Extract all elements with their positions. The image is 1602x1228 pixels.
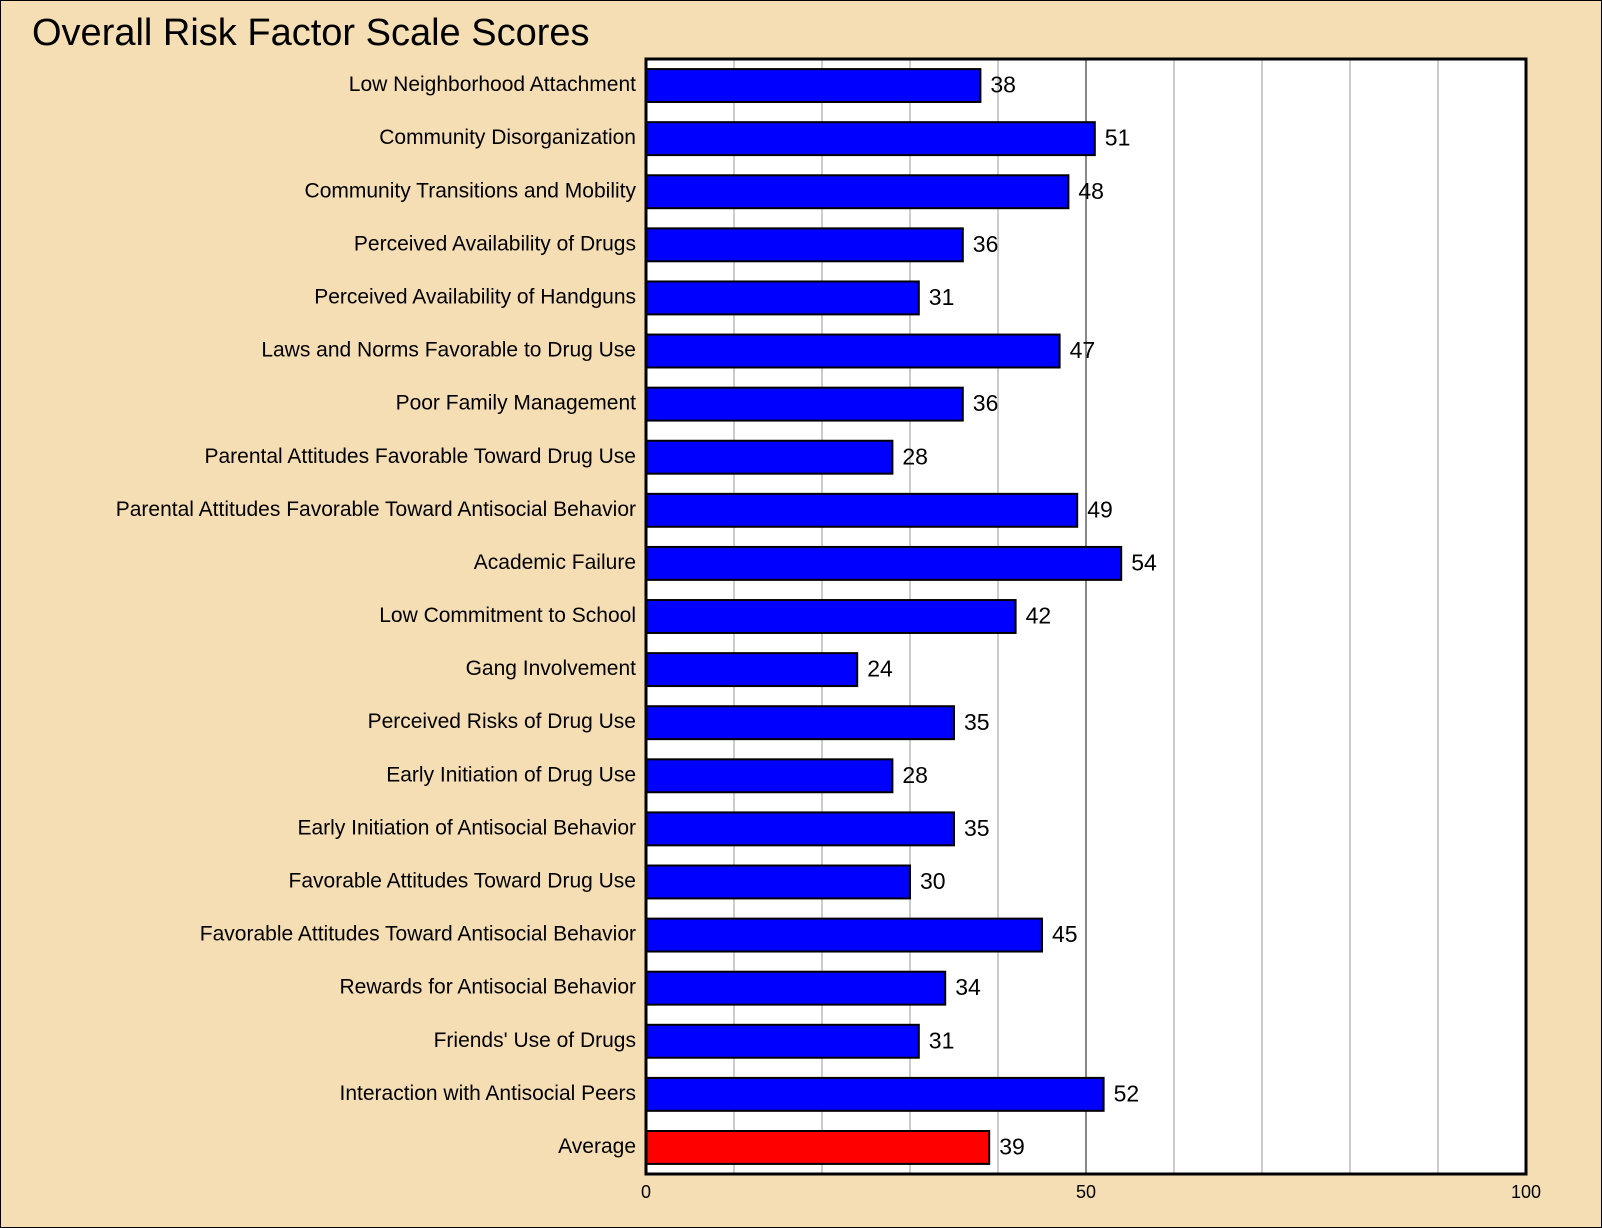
chart-title: Overall Risk Factor Scale Scores	[32, 12, 590, 54]
value-label: 51	[1105, 125, 1131, 151]
y-tick-label: Interaction with Antisocial Peers	[340, 1082, 636, 1105]
value-label: 49	[1087, 496, 1113, 522]
y-tick-label: Community Transitions and Mobility	[305, 179, 637, 202]
value-label: 36	[973, 231, 999, 257]
value-label: 48	[1078, 178, 1104, 204]
value-label: 39	[999, 1134, 1025, 1160]
x-tick-label: 50	[1076, 1182, 1096, 1202]
bar	[645, 917, 1043, 953]
bar	[645, 174, 1070, 210]
y-tick-label: Parental Attitudes Favorable Toward Anti…	[116, 498, 636, 521]
y-tick-label: Rewards for Antisocial Behavior	[340, 976, 636, 999]
value-label: 34	[955, 974, 981, 1000]
bar	[645, 492, 1079, 528]
bar	[645, 121, 1096, 157]
bar	[645, 705, 955, 741]
value-label: 52	[1114, 1080, 1140, 1106]
bar	[645, 811, 955, 847]
value-label: 42	[1026, 603, 1052, 629]
y-tick-label: Low Commitment to School	[379, 604, 636, 627]
y-tick-label: Gang Involvement	[466, 657, 637, 680]
y-tick-label: Academic Failure	[474, 551, 636, 574]
y-tick-label: Laws and Norms Favorable to Drug Use	[261, 339, 636, 362]
y-tick-label: Perceived Availability of Drugs	[354, 232, 636, 255]
y-tick-label: Poor Family Management	[396, 392, 637, 415]
value-label: 31	[929, 1027, 955, 1053]
value-label: 31	[929, 284, 955, 310]
bar	[645, 652, 859, 688]
y-tick-label: Early Initiation of Antisocial Behavior	[297, 816, 636, 839]
value-label: 35	[964, 815, 990, 841]
plot-frame	[644, 57, 1528, 1176]
value-label: 24	[867, 656, 893, 682]
bar	[645, 545, 1123, 581]
y-tick-label: Friends' Use of Drugs	[434, 1029, 636, 1052]
value-label: 45	[1052, 921, 1078, 947]
bar	[645, 68, 982, 104]
x-tick-label: 100	[1511, 1182, 1541, 1202]
bar	[645, 333, 1061, 369]
value-label: 28	[902, 443, 928, 469]
value-label: 28	[902, 762, 928, 788]
bar	[645, 439, 894, 475]
y-tick-label: Parental Attitudes Favorable Toward Drug…	[204, 445, 636, 468]
x-tick-label: 0	[641, 1182, 651, 1202]
y-tick-label: Early Initiation of Drug Use	[386, 763, 636, 786]
bar	[645, 280, 920, 316]
value-label: 36	[973, 390, 999, 416]
bar	[645, 1023, 920, 1059]
y-tick-label: Favorable Attitudes Toward Antisocial Be…	[200, 923, 636, 946]
value-label: 38	[990, 72, 1016, 98]
bar	[645, 386, 964, 422]
value-label: 47	[1070, 337, 1096, 363]
y-tick-label: Perceived Risks of Drug Use	[368, 710, 636, 733]
bar	[645, 1129, 991, 1165]
y-tick-label: Perceived Availability of Handguns	[314, 285, 636, 308]
y-tick-label: Community Disorganization	[379, 126, 636, 149]
value-label: 54	[1131, 549, 1157, 575]
value-label: 35	[964, 709, 990, 735]
marks: Low Neighborhood Attachment 38 Community D…	[116, 68, 1157, 1165]
bar	[645, 1076, 1105, 1112]
bar	[645, 758, 894, 794]
value-label: 30	[920, 868, 946, 894]
y-tick-label: Low Neighborhood Attachment	[349, 73, 636, 96]
y-tick-label: Favorable Attitudes Toward Drug Use	[289, 870, 636, 893]
y-tick-label: Average	[558, 1135, 636, 1158]
bar	[645, 599, 1017, 634]
bar	[645, 227, 964, 263]
bar	[645, 864, 911, 900]
bar	[645, 970, 947, 1006]
